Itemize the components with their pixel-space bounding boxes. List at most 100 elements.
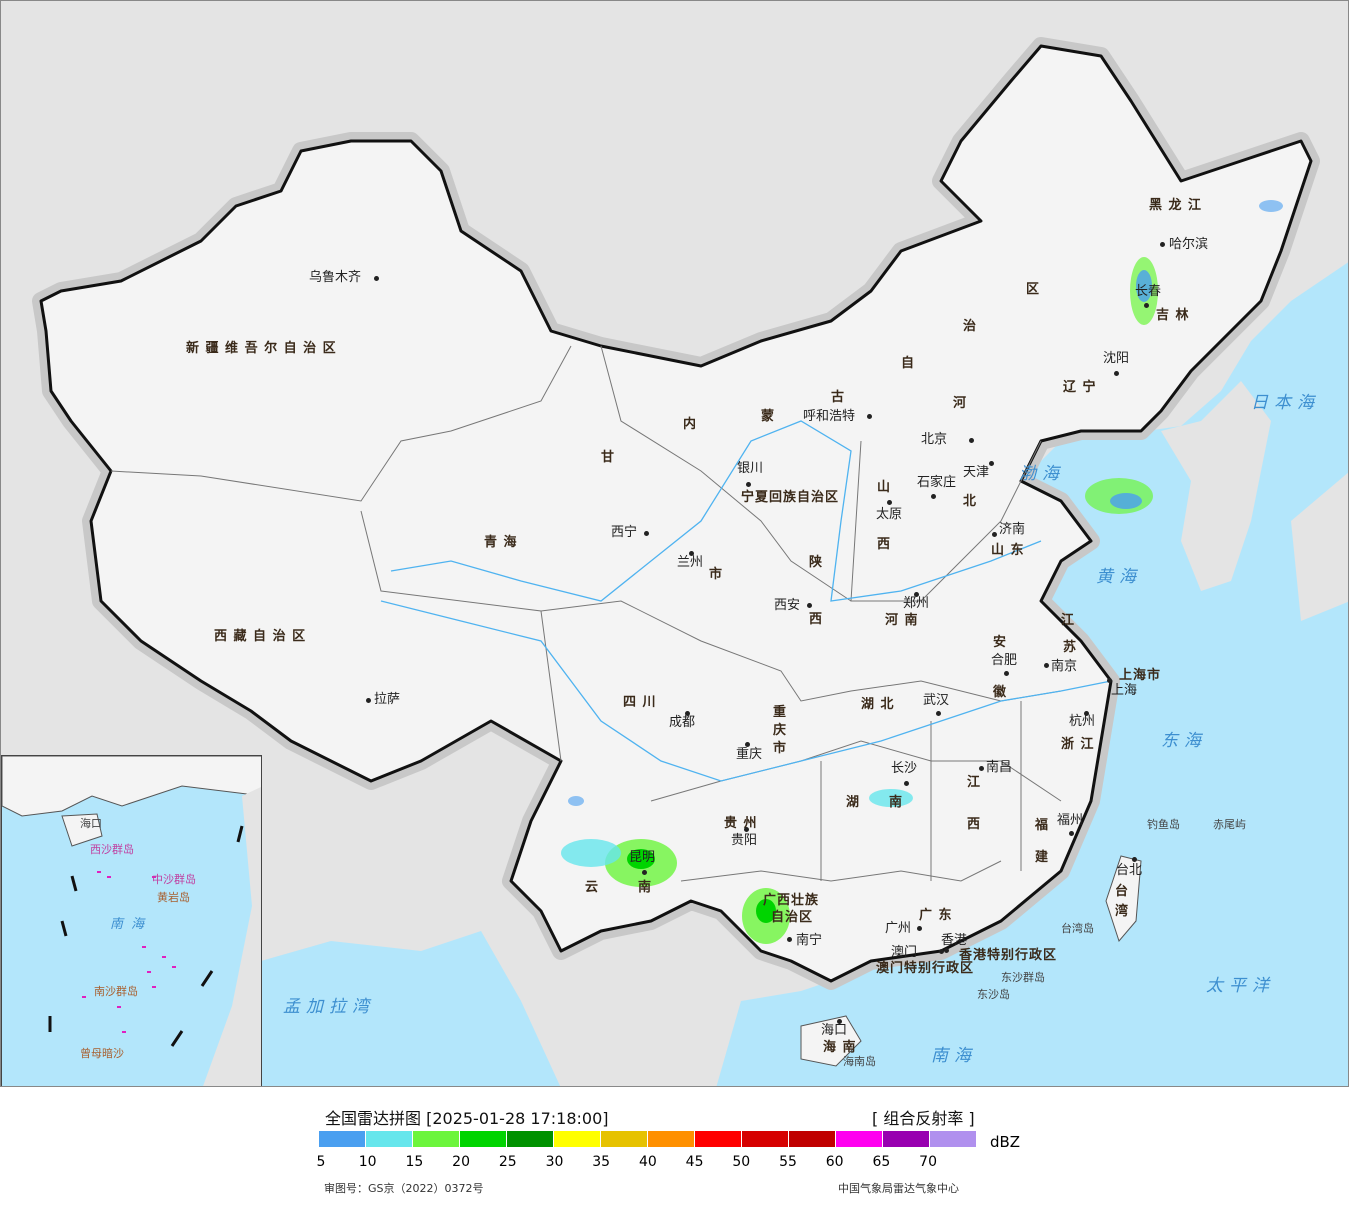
city-marker — [979, 766, 984, 771]
city-marker — [689, 551, 694, 556]
color-swatch — [366, 1131, 412, 1147]
city-label: 杭州 — [1069, 714, 1096, 729]
city-marker — [936, 711, 941, 716]
taiwan — [1105, 855, 1142, 943]
scale-tick: 35 — [592, 1154, 611, 1170]
legend-title: 全国雷达拼图 [2025-01-28 17:18:00] — [325, 1109, 609, 1128]
city-label: 贵阳 — [731, 833, 758, 848]
province-label: 西 — [809, 612, 824, 627]
province-label: 自 — [901, 356, 916, 371]
province-label: 区 — [1026, 282, 1041, 297]
city-label: 成都 — [669, 715, 696, 730]
province-label: 治 — [963, 319, 978, 334]
province-label: 宁夏回族自治区 — [741, 490, 840, 505]
city-marker — [914, 592, 919, 597]
province-label: 辽 宁 — [1063, 380, 1097, 395]
japan — [1291, 472, 1348, 621]
city-label: 广州 — [885, 921, 912, 936]
city-label: 南宁 — [796, 933, 823, 948]
city-marker — [1044, 663, 1049, 668]
city-label: 银川 — [737, 461, 764, 476]
color-swatch — [695, 1131, 741, 1147]
hainan — [800, 1015, 862, 1067]
city-marker — [644, 531, 649, 536]
city-label: 兰州 — [677, 555, 704, 570]
color-swatch — [883, 1131, 929, 1147]
island-label: 台湾岛 — [1061, 922, 1094, 935]
province-label: 建 — [1035, 850, 1050, 865]
province-label: 山 — [877, 480, 892, 495]
city-marker — [1114, 371, 1119, 376]
province-label: 自治区 — [771, 910, 814, 925]
inset-drawing — [2, 756, 261, 1086]
city-label: 济南 — [999, 522, 1026, 537]
city-marker — [1160, 242, 1165, 247]
scale-tick: 15 — [405, 1154, 424, 1170]
legend — [0, 1087, 1349, 1208]
province-label: 四 川 — [623, 695, 657, 710]
province-label: 苏 — [1063, 640, 1078, 655]
city-label: 哈尔滨 — [1169, 237, 1209, 252]
province-label: 北 — [963, 494, 978, 509]
province-label: 安 — [993, 635, 1008, 650]
inset-huangyan-label: 黄岩岛 — [157, 891, 190, 904]
province-label: 湖 — [846, 795, 861, 810]
city-marker — [685, 711, 690, 716]
province-label: 黑 龙 江 — [1149, 198, 1203, 213]
scale-tick: 70 — [919, 1154, 938, 1170]
province-label: 福 — [1035, 818, 1050, 833]
province-label: 山 东 — [991, 543, 1025, 558]
province-label: 浙 江 — [1061, 737, 1095, 752]
province-label: 上海市 — [1119, 668, 1162, 683]
province-label: 湖 北 — [861, 697, 895, 712]
city-label: 澳门 — [891, 945, 918, 960]
sea-label: 东海 — [1161, 731, 1207, 751]
city-marker — [1084, 711, 1089, 716]
city-label: 西安 — [774, 598, 801, 613]
province-label: 西 藏 自 治 区 — [214, 629, 307, 644]
province-label: 陕 — [809, 555, 824, 570]
scale-tick: 30 — [545, 1154, 564, 1170]
city-label: 香港 — [941, 933, 968, 948]
province-label: 云 — [585, 880, 600, 895]
city-marker — [1004, 671, 1009, 676]
city-label: 南京 — [1051, 659, 1078, 674]
color-swatch — [554, 1131, 600, 1147]
province-label: 西 — [877, 537, 892, 552]
scale-tick: 60 — [825, 1154, 844, 1170]
city-label: 天津 — [963, 465, 990, 480]
island-label: 海南岛 — [843, 1055, 876, 1068]
scale-tick: 40 — [638, 1154, 657, 1170]
province-label: 市 — [773, 741, 788, 756]
city-label: 乌鲁木齐 — [309, 270, 362, 285]
sea-label: 太平洋 — [1206, 976, 1275, 996]
province-label: 吉 林 — [1156, 308, 1190, 323]
sea-label: 日本海 — [1251, 393, 1320, 413]
scale-tick: 65 — [872, 1154, 891, 1170]
province-label: 江 — [967, 775, 982, 790]
city-label: 重庆 — [736, 747, 763, 762]
unit-label: dBZ — [990, 1133, 1021, 1151]
radar-echoes — [561, 200, 1283, 944]
scale-tick: 45 — [685, 1154, 704, 1170]
color-swatch — [507, 1131, 553, 1147]
province-label: 广西壮族 — [763, 893, 820, 908]
radar-map: 新 疆 维 吾 尔 自 治 区西 藏 自 治 区青 海甘内蒙古自治区黑 龙 江吉… — [0, 0, 1349, 1087]
city-label: 石家庄 — [917, 475, 957, 490]
color-swatch — [742, 1131, 788, 1147]
city-marker — [887, 500, 892, 505]
color-scale — [319, 1131, 977, 1147]
province-label: 甘 — [601, 450, 616, 465]
city-marker — [374, 276, 379, 281]
city-marker — [744, 827, 749, 832]
province-label: 台 — [1115, 884, 1130, 899]
city-marker — [787, 937, 792, 942]
city-marker — [1069, 831, 1074, 836]
city-marker — [745, 742, 750, 747]
province-label: 庆 — [773, 723, 788, 738]
province-label: 重 — [773, 705, 788, 720]
scale-tick: 25 — [498, 1154, 517, 1170]
city-marker — [837, 1019, 842, 1024]
city-label: 郑州 — [903, 596, 930, 611]
color-swatch — [413, 1131, 459, 1147]
